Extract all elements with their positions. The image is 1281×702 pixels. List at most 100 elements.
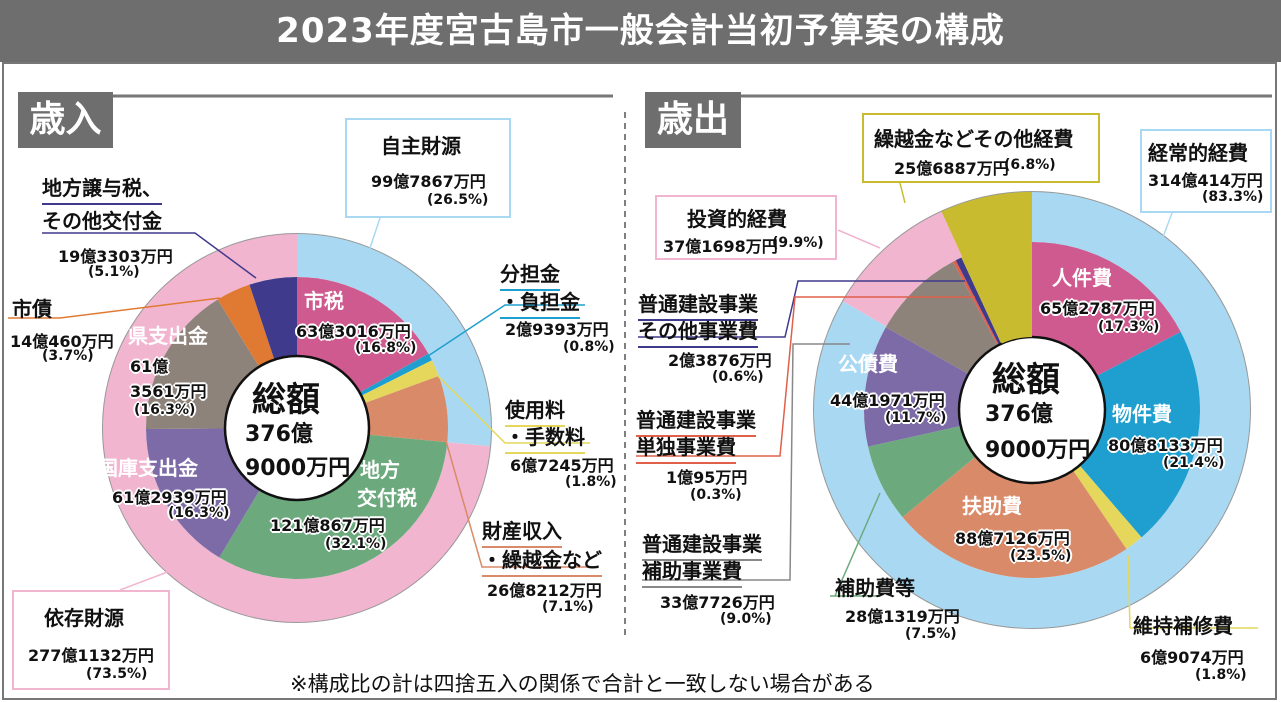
transfer-tax-label-2: その他交付金 xyxy=(42,209,162,233)
local-allocation-tax-label: 地方 xyxy=(360,458,400,482)
welfare-amount: 88億7126万円 xyxy=(955,529,1070,548)
other-construction-label: 普通建設事業 xyxy=(638,288,758,321)
city-bond-label: 市債 xyxy=(12,297,52,321)
dependent-revenue-box: 依存財源 277億1132万円 (73.5%) xyxy=(12,590,170,690)
dependent-revenue-label: 依存財源 xyxy=(44,606,124,630)
local-allocation-tax-label-2: 交付税 xyxy=(357,486,417,510)
subsidized-construction-label: 普通建設事業 xyxy=(642,528,762,561)
debt-service-amount: 44億1971万円 xyxy=(830,391,945,410)
fees-percent: (1.8%) xyxy=(565,474,617,490)
goods-percent: (21.4%) xyxy=(1163,455,1225,471)
other-expenses-box: 繰越金などその他経費 25億6887万円 (6.8%) xyxy=(862,113,1100,183)
recurring-expenses-label: 経常的経費 xyxy=(1148,141,1248,165)
revenue-donut xyxy=(102,233,492,623)
maintenance-amount: 6億9074万円 xyxy=(1140,648,1244,667)
independent-construction-percent: (0.3%) xyxy=(690,487,742,503)
city-tax-amount: 63億3016万円 xyxy=(296,322,411,341)
welfare-label: 扶助費 xyxy=(962,494,1022,518)
subsidized-construction-amount: 33億7726万円 xyxy=(660,593,775,612)
fees-amount: 6億7245万円 xyxy=(510,456,614,475)
local-allocation-tax-amount: 121億867万円 xyxy=(270,516,385,535)
revenue-section-label: 歳入 xyxy=(18,92,113,148)
center-circle xyxy=(223,354,371,502)
national-subsidy-percent: (16.3%) xyxy=(168,505,230,521)
local-allocation-tax-percent: (32.1%) xyxy=(325,536,387,552)
national-subsidy-label: 国庫支出金 xyxy=(98,456,198,480)
maintenance-label: 維持補修費 xyxy=(1133,614,1233,638)
subsidy-expenses-percent: (7.5%) xyxy=(905,626,957,642)
maintenance-percent: (1.8%) xyxy=(1195,667,1247,683)
property-income-percent: (7.1%) xyxy=(542,599,594,615)
contribution-percent: (0.8%) xyxy=(563,339,615,355)
other-construction-percent: (0.6%) xyxy=(712,369,764,385)
welfare-percent: (23.5%) xyxy=(1010,548,1072,564)
prefecture-subsidy-amount-oku: 61億 xyxy=(130,357,169,376)
revenue-total-man: 9000万円 xyxy=(245,456,351,481)
other-expenses-percent: (6.8%) xyxy=(1004,157,1056,173)
personnel-percent: (17.3%) xyxy=(1098,319,1160,335)
other-expenses-label: 繰越金などその他経費 xyxy=(874,127,1074,151)
goods-amount: 80億8133万円 xyxy=(1108,436,1223,455)
leader-lines xyxy=(8,94,1272,640)
personnel-label: 人件費 xyxy=(1052,266,1112,290)
debt-service-label: 公債費 xyxy=(838,352,898,376)
inner-slice xyxy=(1032,331,1201,538)
expenditure-total-label: 総額 xyxy=(992,360,1060,400)
city-tax-percent: (16.8%) xyxy=(355,340,417,356)
city-tax-label: 市税 xyxy=(304,289,344,313)
investment-expenses-box: 投資的経費 37億1698万円 (9.9%) xyxy=(655,195,837,260)
subsidized-construction-percent: (9.0%) xyxy=(720,611,772,627)
frame xyxy=(2,62,1277,700)
other-construction-amount: 2億3876万円 xyxy=(668,351,772,370)
expenditure-total-oku: 376億 xyxy=(985,402,1053,427)
transfer-tax-label: 地方譲与税、 xyxy=(42,172,162,205)
fees-label-2: ・手数料 xyxy=(505,421,585,454)
revenue-total-label: 総額 xyxy=(252,380,320,420)
recurring-expenses-amount: 314億414万円 xyxy=(1148,171,1263,190)
expenditure-donut xyxy=(813,191,1251,629)
investment-expenses-amount: 37億1698万円 xyxy=(663,237,778,256)
own-revenue-label: 自主財源 xyxy=(381,134,461,158)
prefecture-subsidy-label: 県支出金 xyxy=(128,324,208,348)
other-expenses-amount: 25億6887万円 xyxy=(894,159,1009,178)
city-bond-percent: (3.7%) xyxy=(42,348,94,364)
own-revenue-amount: 99億7867万円 xyxy=(371,172,486,191)
transfer-tax-percent: (5.1%) xyxy=(88,264,140,280)
prefecture-subsidy-amount-man: 3561万円 xyxy=(130,382,207,401)
prefecture-subsidy-percent: (16.3%) xyxy=(134,402,196,418)
center-circle xyxy=(957,335,1107,485)
city-bond-amount: 14億460万円 xyxy=(10,332,114,351)
property-income-label: 財産収入 xyxy=(482,515,562,548)
investment-expenses-label: 投資的経費 xyxy=(687,207,787,231)
dependent-revenue-percent: (73.5%) xyxy=(86,666,148,682)
independent-construction-label-2: 単独事業費 xyxy=(636,431,736,464)
page-title: 2023年度宮古島市一般会計当初予算案の構成 xyxy=(0,0,1281,62)
national-subsidy-amount: 61億2939万円 xyxy=(112,488,227,507)
own-revenue-percent: (26.5%) xyxy=(427,192,489,208)
personnel-amount: 65億2787万円 xyxy=(1040,299,1155,318)
subsidy-expenses-label: 補助費等 xyxy=(835,576,915,600)
other-construction-label-2: その他事業費 xyxy=(638,315,758,348)
investment-expenses-percent: (9.9%) xyxy=(772,235,824,251)
inner-slice xyxy=(902,410,1127,579)
outer-slice-other xyxy=(941,192,1032,344)
independent-construction-amount: 1億95万円 xyxy=(666,468,748,487)
subsidized-construction-label-2: 補助事業費 xyxy=(642,555,742,588)
independent-construction-label: 普通建設事業 xyxy=(636,404,756,437)
contribution-amount: 2億9393万円 xyxy=(505,320,609,339)
debt-service-percent: (11.7%) xyxy=(885,410,947,426)
property-income-label-2: ・繰越金など xyxy=(482,544,602,577)
expenditure-section-label: 歳出 xyxy=(645,92,741,148)
footnote: ※構成比の計は四捨五入の関係で合計と一致しない場合がある xyxy=(290,672,875,696)
property-income-amount: 26億8212万円 xyxy=(487,581,602,600)
recurring-expenses-box: 経常的経費 314億414万円 (83.3%) xyxy=(1140,129,1272,213)
transfer-tax-amount: 19億3303万円 xyxy=(58,247,173,266)
goods-label: 物件費 xyxy=(1112,402,1172,426)
dependent-revenue-amount: 277億1132万円 xyxy=(28,646,154,665)
subsidy-expenses-amount: 28億1319万円 xyxy=(845,607,960,626)
recurring-expenses-percent: (83.3%) xyxy=(1202,189,1264,205)
expenditure-total-man: 9000万円 xyxy=(985,438,1091,463)
contribution-label: 分担金 xyxy=(500,258,560,291)
contribution-label-2: ・負担金 xyxy=(500,286,580,319)
